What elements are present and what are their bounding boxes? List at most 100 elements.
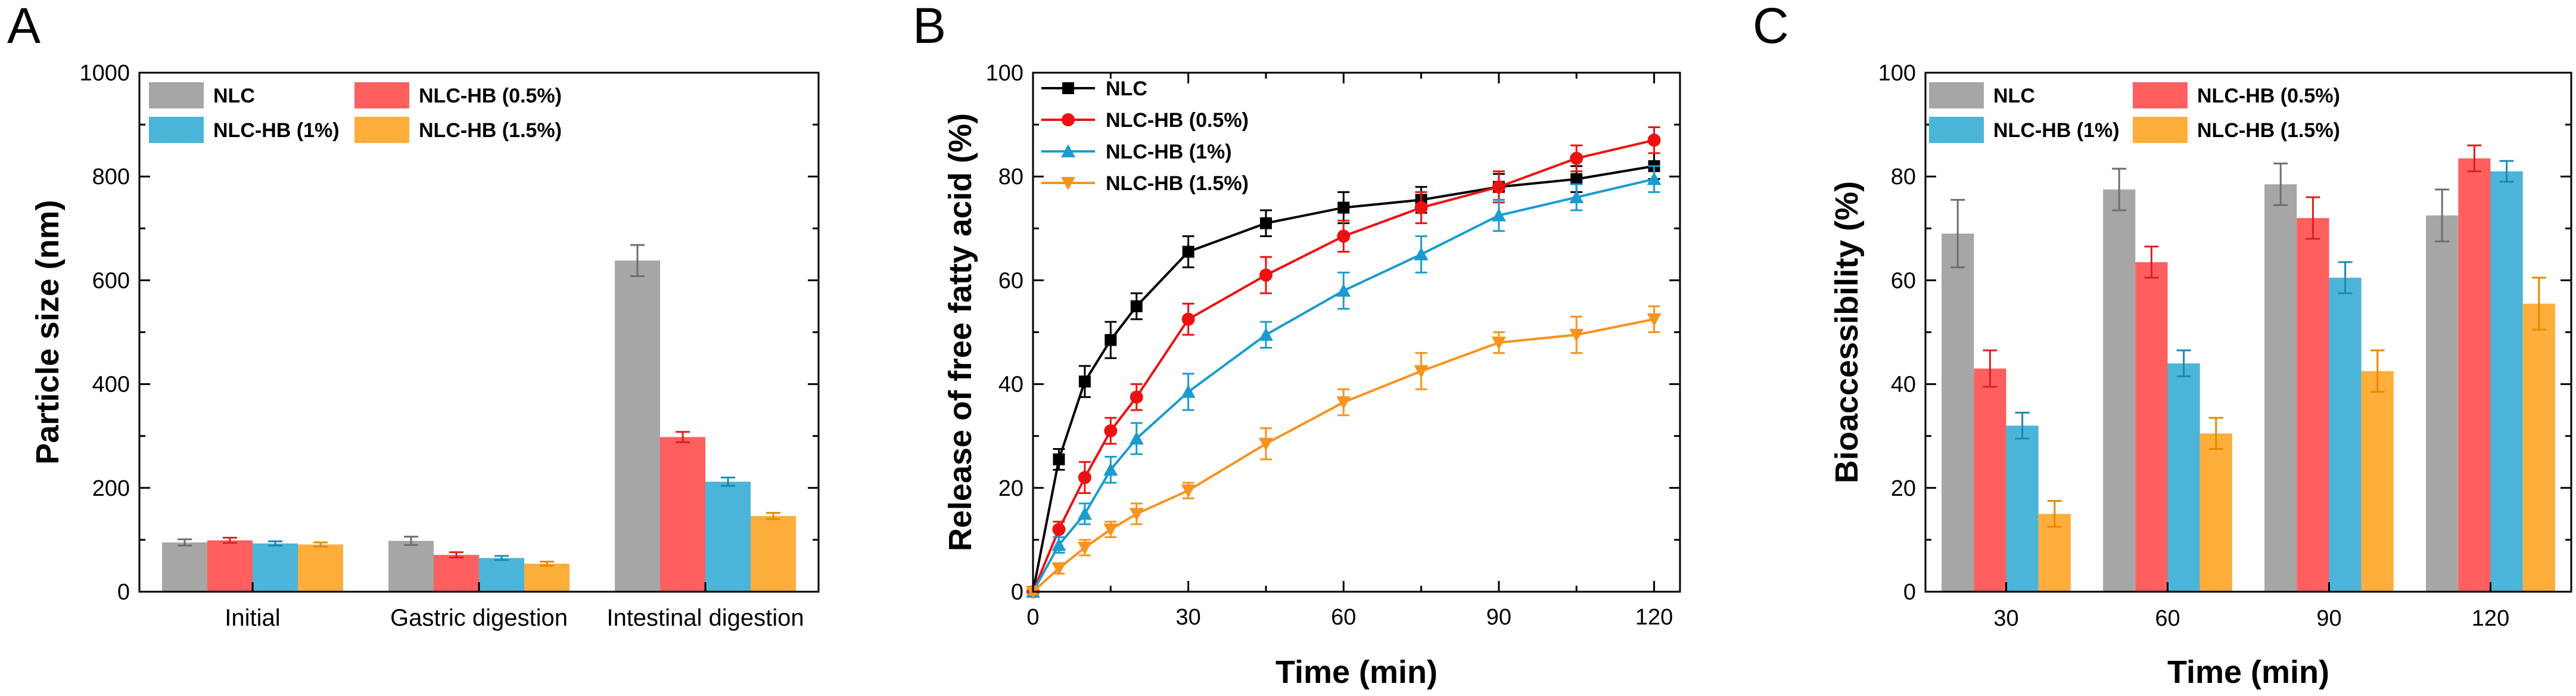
bar-nlc-hb-1-: [2490, 171, 2523, 592]
legend-label: NLC: [1106, 77, 1147, 100]
bar-nlc-hb-0-5-: [1974, 368, 2006, 592]
y-tick-label: 100: [986, 61, 1023, 86]
y-tick-label: 400: [92, 372, 130, 397]
bar-nlc-hb-1-5-: [2199, 433, 2232, 592]
data-point: [1414, 201, 1428, 215]
data-point: [1129, 508, 1144, 521]
bar-nlc-hb-1-5-: [751, 515, 796, 592]
data-point: [1570, 151, 1583, 165]
bar-nlc-hb-0-5-: [207, 540, 253, 592]
bar-nlc-hb-1-5-: [298, 544, 343, 592]
y-axis-title: Release of free fatty acid (%): [942, 113, 978, 551]
x-tick-label: 30: [1175, 605, 1200, 630]
y-tick-label: 60: [1891, 268, 1916, 293]
data-point: [1259, 217, 1272, 229]
x-axis-title: Time (min): [2167, 654, 2329, 690]
data-point: [1336, 396, 1351, 410]
data-point: [1647, 313, 1662, 327]
bar-nlc-hb-0-5-: [2458, 158, 2491, 592]
data-point: [1491, 336, 1506, 350]
bar-nlc-hb-0-5-: [2297, 218, 2329, 592]
bar-nlc-hb-1-: [479, 558, 524, 592]
series-line-nlc: [1032, 164, 1654, 592]
bar-nlc-hb-1-: [2167, 363, 2200, 592]
data-point: [1130, 390, 1143, 404]
data-point: [1337, 229, 1351, 243]
legend-label: NLC: [1993, 85, 2035, 107]
series-line-nlc-hb-0-5-: [1032, 139, 1655, 592]
y-tick-label: 60: [998, 268, 1023, 293]
bar-nlc-hb-0-5-: [660, 437, 705, 592]
data-point: [1104, 424, 1118, 437]
y-tick-label: 800: [92, 164, 130, 189]
data-point: [1569, 190, 1584, 204]
y-axis-title: Particle size (nm): [30, 200, 66, 464]
bar-nlc-hb-1-: [705, 481, 751, 592]
data-point: [1051, 562, 1066, 576]
x-category-label: 90: [2316, 606, 2341, 631]
y-tick-label: 20: [998, 476, 1023, 501]
legend-swatch: [354, 82, 409, 108]
legend-label: NLC-HB (1%): [1993, 119, 2120, 142]
data-point: [1258, 327, 1273, 341]
data-point: [1182, 246, 1194, 258]
data-point: [1077, 507, 1092, 520]
y-axis-title: Bioaccessibility (%): [1829, 181, 1865, 483]
panel-letter: A: [7, 0, 41, 54]
y-tick-label: 80: [1891, 164, 1916, 189]
data-point: [1259, 268, 1273, 282]
series-line-nlc-hb-1-5-: [1032, 318, 1654, 593]
data-point: [1078, 471, 1091, 484]
data-point: [1414, 365, 1429, 378]
data-point: [1647, 172, 1662, 185]
data-point: [1414, 247, 1429, 260]
legend-marker: [1062, 82, 1074, 94]
data-point: [1078, 375, 1091, 388]
bar-nlc-hb-1-5-: [2522, 303, 2555, 592]
y-tick-label: 200: [92, 476, 130, 501]
x-category-label: 60: [2155, 606, 2180, 631]
data-point: [1077, 541, 1092, 555]
y-tick-label: 0: [1011, 580, 1023, 605]
bar-nlc: [615, 260, 660, 592]
legend-label: NLC-HB (1.5%): [2197, 119, 2340, 142]
x-tick-label: 0: [1026, 605, 1039, 630]
x-category-label: Intestinal digestion: [606, 605, 804, 631]
data-point: [1181, 484, 1196, 498]
bar-nlc-hb-0-5-: [2135, 262, 2168, 592]
data-point: [1569, 328, 1584, 342]
legend-swatch: [149, 117, 204, 143]
legend-label: NLC: [213, 85, 255, 107]
data-point: [1181, 384, 1196, 398]
x-tick-label: 90: [1486, 605, 1511, 630]
x-tick-label: 120: [1635, 605, 1673, 630]
bar-nlc-hb-1-: [253, 543, 298, 592]
x-category-label: 120: [2472, 606, 2509, 631]
data-point: [1053, 453, 1065, 465]
legend-swatch: [149, 82, 204, 108]
data-point: [1130, 300, 1143, 312]
legend-label: NLC-HB (1%): [1106, 141, 1232, 163]
legend-marker: [1061, 144, 1075, 157]
data-point: [1129, 431, 1144, 445]
x-tick-label: 60: [1331, 605, 1356, 630]
data-point: [1052, 523, 1066, 536]
bar-nlc-hb-1-: [2006, 425, 2039, 592]
bar-nlc: [162, 542, 207, 592]
legend-swatch: [2133, 82, 2188, 108]
legend-label: NLC-HB (1.5%): [419, 119, 562, 142]
y-tick-label: 0: [1903, 580, 1916, 605]
y-tick-label: 100: [1878, 61, 1916, 86]
data-point: [1258, 437, 1273, 451]
bar-nlc-hb-1-5-: [2361, 371, 2394, 592]
bar-nlc: [2264, 184, 2297, 592]
bar-nlc-hb-0-5-: [434, 555, 479, 592]
legend-label: NLC-HB (1%): [213, 119, 340, 142]
x-category-label: Gastric digestion: [390, 605, 568, 631]
panel-letter: B: [913, 0, 946, 54]
data-point: [1051, 537, 1066, 551]
data-point: [1105, 334, 1117, 346]
data-point: [1491, 208, 1506, 222]
legend-swatch: [1929, 117, 1984, 143]
